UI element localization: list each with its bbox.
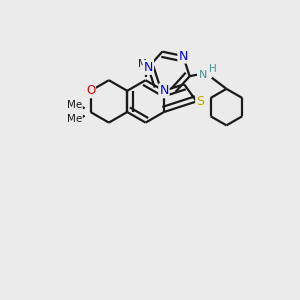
Text: Me: Me: [67, 114, 82, 124]
Text: N: N: [159, 84, 169, 97]
Text: Me: Me: [138, 59, 153, 69]
Text: H: H: [209, 64, 217, 74]
Text: N: N: [199, 70, 208, 80]
Text: N: N: [143, 61, 153, 74]
Text: O: O: [86, 84, 95, 97]
Text: S: S: [196, 95, 204, 108]
Text: Me: Me: [67, 100, 82, 110]
Text: N: N: [178, 50, 188, 62]
